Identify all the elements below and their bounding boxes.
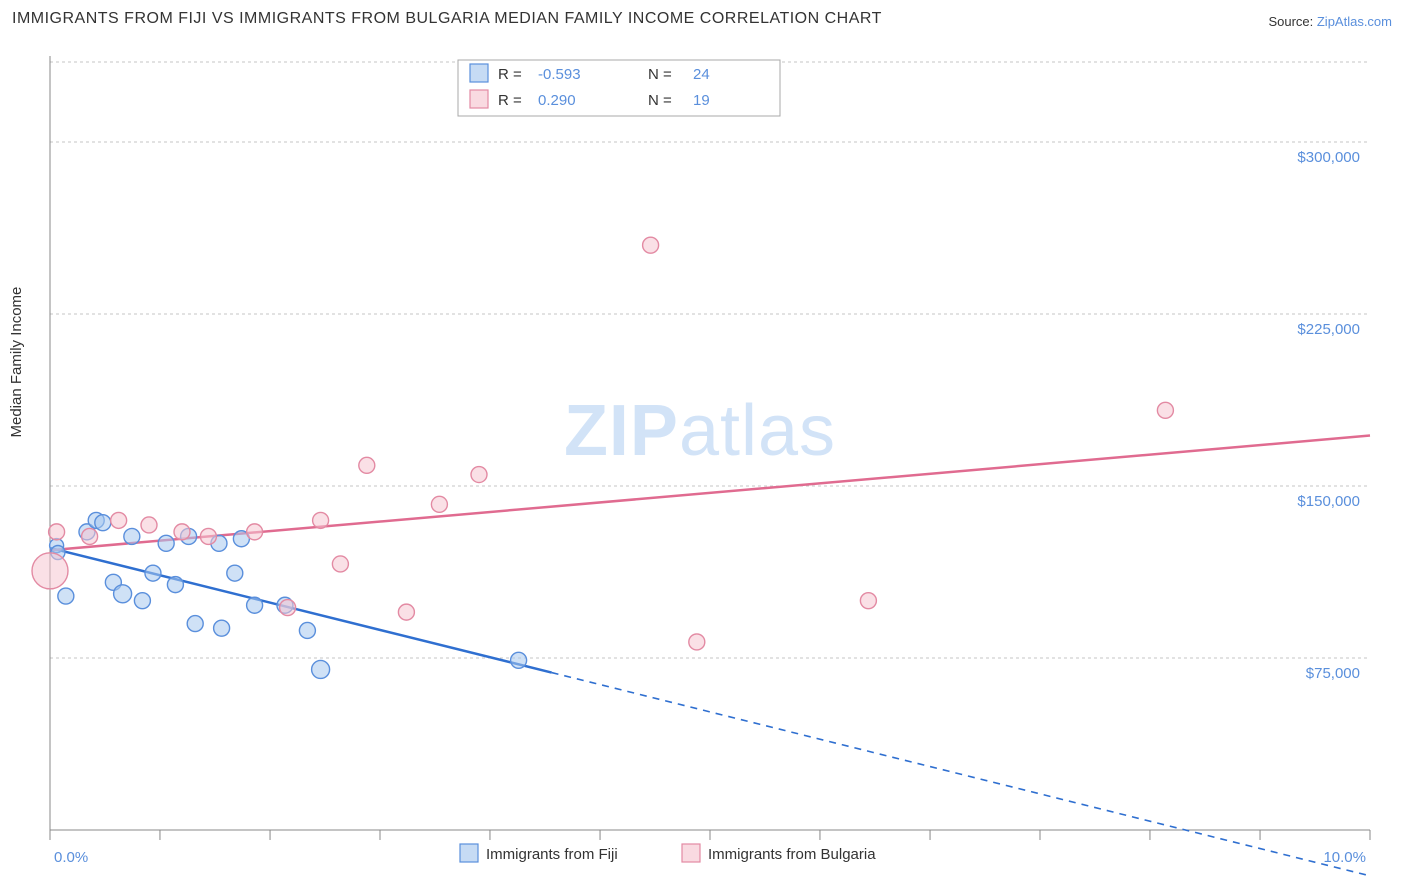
data-point-bulgaria bbox=[49, 524, 65, 540]
y-tick-label: $300,000 bbox=[1297, 149, 1360, 166]
legend-series-label-fiji: Immigrants from Fiji bbox=[486, 846, 618, 863]
data-point-fiji bbox=[145, 565, 161, 581]
data-point-bulgaria bbox=[280, 600, 296, 616]
data-point-bulgaria bbox=[82, 528, 98, 544]
watermark: ZIPatlas bbox=[564, 391, 836, 471]
data-point-bulgaria bbox=[141, 517, 157, 533]
data-point-fiji bbox=[134, 593, 150, 609]
data-point-bulgaria bbox=[689, 634, 705, 650]
data-point-bulgaria bbox=[174, 524, 190, 540]
data-point-fiji bbox=[511, 652, 527, 668]
data-point-bulgaria bbox=[247, 524, 263, 540]
legend-series-label-bulgaria: Immigrants from Bulgaria bbox=[708, 846, 876, 863]
legend-N-value-fiji: 24 bbox=[693, 66, 710, 83]
legend-N-value-bulgaria: 19 bbox=[693, 92, 710, 109]
legend-R-value-bulgaria: 0.290 bbox=[538, 92, 576, 109]
data-point-bulgaria bbox=[359, 457, 375, 473]
data-point-bulgaria bbox=[200, 528, 216, 544]
x-tick-label: 0.0% bbox=[54, 849, 88, 866]
legend-swatch-bulgaria bbox=[470, 90, 488, 108]
data-point-fiji bbox=[114, 585, 132, 603]
data-point-bulgaria bbox=[332, 556, 348, 572]
data-point-bulgaria bbox=[398, 604, 414, 620]
legend-swatch-bulgaria bbox=[682, 844, 700, 862]
data-point-bulgaria bbox=[471, 467, 487, 483]
data-point-fiji bbox=[247, 597, 263, 613]
correlation-scatter-chart: $75,000 $150,000 $225,000 $300,000 ZIPatlas 0… bbox=[0, 0, 1406, 892]
data-point-fiji bbox=[124, 528, 140, 544]
legend-R-label: R = bbox=[498, 92, 522, 109]
data-point-fiji bbox=[214, 620, 230, 636]
legend-swatch-fiji bbox=[460, 844, 478, 862]
data-point-bulgaria bbox=[1157, 402, 1173, 418]
data-point-bulgaria bbox=[643, 237, 659, 253]
data-point-bulgaria bbox=[431, 496, 447, 512]
trend-line-fiji bbox=[50, 548, 552, 673]
y-tick-label: $150,000 bbox=[1297, 493, 1360, 510]
data-point-fiji bbox=[158, 535, 174, 551]
data-point-fiji bbox=[299, 622, 315, 638]
y-tick-label: $75,000 bbox=[1306, 665, 1360, 682]
data-point-bulgaria bbox=[860, 593, 876, 609]
trend-line-fiji-dashed bbox=[552, 673, 1370, 876]
data-point-bulgaria bbox=[32, 553, 68, 589]
data-point-fiji bbox=[187, 616, 203, 632]
legend-R-value-fiji: -0.593 bbox=[538, 66, 581, 83]
x-tick-label: 10.0% bbox=[1323, 849, 1366, 866]
legend-R-label: R = bbox=[498, 66, 522, 83]
legend-N-label: N = bbox=[648, 92, 672, 109]
legend-N-label: N = bbox=[648, 66, 672, 83]
data-point-fiji bbox=[312, 660, 330, 678]
data-point-bulgaria bbox=[111, 512, 127, 528]
data-point-fiji bbox=[227, 565, 243, 581]
y-tick-label: $225,000 bbox=[1297, 321, 1360, 338]
data-point-bulgaria bbox=[313, 512, 329, 528]
data-point-fiji bbox=[58, 588, 74, 604]
data-point-fiji bbox=[95, 515, 111, 531]
data-point-fiji bbox=[167, 577, 183, 593]
legend-swatch-fiji bbox=[470, 64, 488, 82]
